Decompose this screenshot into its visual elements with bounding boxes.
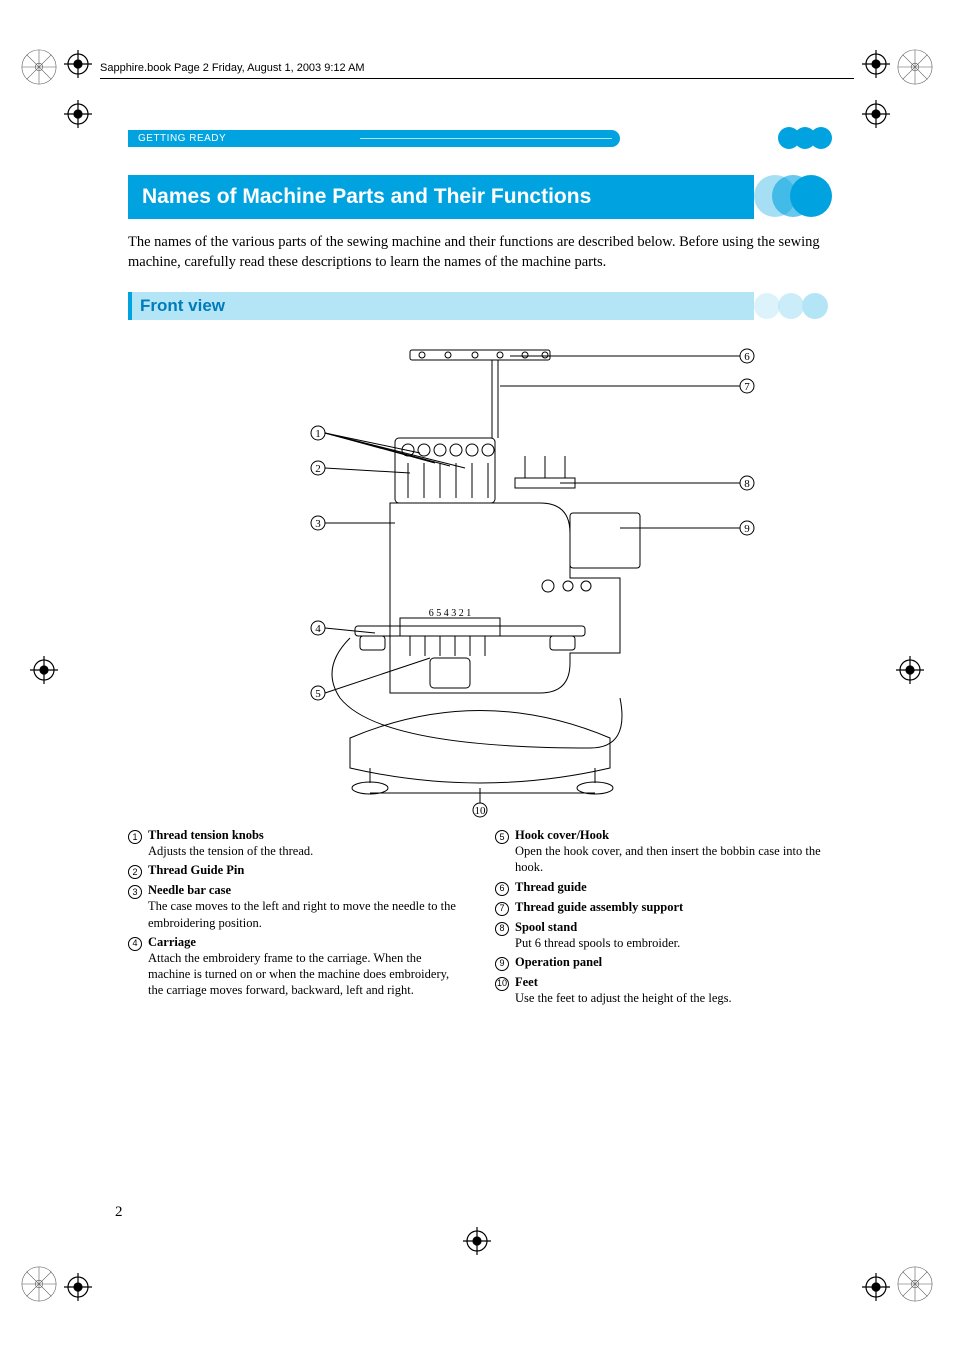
svg-text:8: 8	[744, 478, 750, 490]
callout-item: 8 Spool standPut 6 thread spools to embro…	[495, 920, 832, 951]
callout-title: Operation panel	[515, 955, 602, 969]
callout-item: 7 Thread guide assembly support	[495, 900, 832, 916]
chapter-rule	[360, 138, 612, 139]
crop-rosette-br	[896, 1265, 934, 1303]
crop-mark-bl	[64, 1273, 92, 1301]
callout-title: Spool stand	[515, 920, 577, 934]
callout-title: Thread guide assembly support	[515, 900, 683, 914]
crop-mark-br	[862, 1273, 890, 1301]
callout-text: FeetUse the feet to adjust the height of…	[515, 975, 832, 1006]
book-header: Sapphire.book Page 2 Friday, August 1, 2…	[100, 62, 854, 79]
svg-text:5: 5	[315, 688, 321, 700]
callout-text: CarriageAttach the embroidery frame to t…	[148, 935, 465, 999]
crop-mark-mr	[896, 656, 924, 684]
callout-desc: Put 6 thread spools to embroider.	[515, 935, 832, 951]
callout-number: 3	[128, 885, 142, 899]
crop-mark-mr2	[862, 100, 890, 128]
title-row: Names of Machine Parts and Their Functio…	[128, 175, 832, 219]
crop-rosette-tr	[896, 48, 934, 86]
page-content: GETTING READY Names of Machine Parts and…	[128, 130, 832, 1010]
callout-item: 3 Needle bar caseThe case moves to the le…	[128, 883, 465, 931]
crop-rosette-tl	[20, 48, 58, 86]
machine-diagram: 1 2 3 4 5 6 7 8 9	[128, 338, 832, 818]
callout-number: 5	[495, 830, 509, 844]
chapter-bar: GETTING READY	[128, 130, 832, 147]
svg-text:6: 6	[744, 351, 750, 363]
book-header-text: Sapphire.book Page 2 Friday, August 1, 2…	[100, 62, 365, 74]
callout-desc: Adjusts the tension of the thread.	[148, 843, 465, 859]
callout-title: Thread tension knobs	[148, 828, 264, 842]
callout-title: Feet	[515, 975, 538, 989]
svg-text:7: 7	[744, 381, 750, 393]
callout-text: Thread guide	[515, 880, 832, 896]
callout-number: 9	[495, 957, 509, 971]
callout-text: Needle bar caseThe case moves to the lef…	[148, 883, 465, 931]
callout-number: 8	[495, 922, 509, 936]
svg-text:9: 9	[744, 523, 750, 535]
page-title: Names of Machine Parts and Their Functio…	[128, 175, 754, 219]
callout-item: 1 Thread tension knobsAdjusts the tension…	[128, 828, 465, 859]
svg-text:4: 4	[315, 623, 321, 635]
callout-item: 9 Operation panel	[495, 955, 832, 971]
callout-desc: Open the hook cover, and then insert the…	[515, 843, 832, 876]
diagram-right-nums: 6 7 8 9	[740, 349, 754, 535]
callout-text: Thread Guide Pin	[148, 863, 465, 879]
crop-mark-tr	[862, 50, 890, 78]
svg-text:10: 10	[475, 805, 487, 817]
callout-number: 7	[495, 902, 509, 916]
title-bubbles	[754, 175, 832, 219]
callout-title: Needle bar case	[148, 883, 231, 897]
callout-item: 2 Thread Guide Pin	[128, 863, 465, 879]
crop-mark-mb	[463, 1227, 491, 1255]
callouts-right: 5 Hook cover/HookOpen the hook cover, and…	[495, 828, 832, 1010]
callout-number: 2	[128, 865, 142, 879]
callout-title: Thread guide	[515, 880, 587, 894]
subheading: Front view	[128, 292, 754, 320]
page-number: 2	[115, 1204, 123, 1221]
callout-desc: Use the feet to adjust the height of the…	[515, 990, 832, 1006]
chapter-bubbles	[784, 127, 832, 149]
callout-text: Thread tension knobsAdjusts the tension …	[148, 828, 465, 859]
callout-text: Hook cover/HookOpen the hook cover, and …	[515, 828, 832, 876]
callout-item: 4 CarriageAttach the embroidery frame to …	[128, 935, 465, 999]
callout-text: Operation panel	[515, 955, 832, 971]
callout-number: 1	[128, 830, 142, 844]
callouts-left: 1 Thread tension knobsAdjusts the tension…	[128, 828, 465, 1010]
svg-text:3: 3	[315, 518, 321, 530]
callout-text: Thread guide assembly support	[515, 900, 832, 916]
callout-item: 5 Hook cover/HookOpen the hook cover, and…	[495, 828, 832, 876]
callout-title: Thread Guide Pin	[148, 863, 244, 877]
thread-pins	[408, 463, 488, 498]
crop-mark-tl	[64, 50, 92, 78]
svg-text:1: 1	[315, 428, 321, 440]
needles	[410, 636, 485, 656]
sub-row: Front view	[128, 292, 832, 320]
svg-text:2: 2	[315, 463, 321, 475]
crop-mark-ml2	[64, 100, 92, 128]
crop-rosette-bl	[20, 1265, 58, 1303]
diagram-right-leaders	[500, 356, 740, 528]
callout-title: Hook cover/Hook	[515, 828, 609, 842]
callout-number: 4	[128, 937, 142, 951]
callout-desc: The case moves to the left and right to …	[148, 898, 465, 931]
callout-number: 10	[495, 977, 509, 991]
crop-mark-ml	[30, 656, 58, 684]
callout-item: 6 Thread guide	[495, 880, 832, 896]
callout-text: Spool standPut 6 thread spools to embroi…	[515, 920, 832, 951]
callout-item: 10 FeetUse the feet to adjust the height …	[495, 975, 832, 1006]
intro-text: The names of the various parts of the se…	[128, 233, 832, 272]
callout-number: 6	[495, 882, 509, 896]
callouts: 1 Thread tension knobsAdjusts the tension…	[128, 828, 832, 1010]
chapter-label: GETTING READY	[138, 133, 226, 144]
sub-bubbles	[754, 293, 832, 319]
callout-desc: Attach the embroidery frame to the carri…	[148, 950, 465, 999]
tension-knobs	[402, 444, 494, 456]
callout-title: Carriage	[148, 935, 196, 949]
svg-text:6 5 4 3 2 1: 6 5 4 3 2 1	[429, 608, 472, 619]
diagram-left-nums: 1 2 3 4 5	[311, 426, 325, 700]
